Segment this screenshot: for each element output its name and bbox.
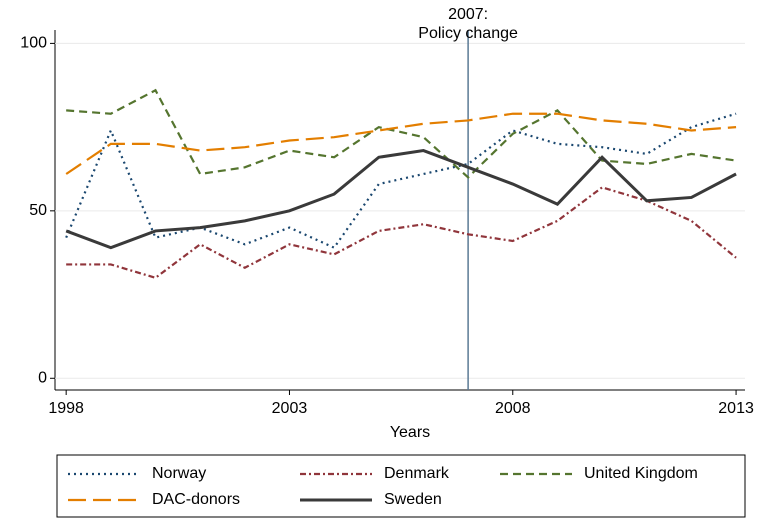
series-line: [66, 186, 737, 280]
legend-label: Sweden: [384, 491, 442, 508]
legend-label: DAC-donors: [152, 491, 240, 508]
series-line: [65, 112, 737, 250]
legend-label: Denmark: [384, 465, 450, 482]
annotation: 2007:: [448, 6, 488, 23]
x-tick-label: 2008: [495, 400, 531, 417]
x-tick-label: 1998: [48, 400, 84, 417]
legend-label: United Kingdom: [584, 465, 698, 482]
x-tick-label: 2013: [718, 400, 754, 417]
y-tick-label: 50: [29, 202, 47, 219]
series-line: [65, 149, 737, 250]
x-tick-label: 2003: [272, 400, 308, 417]
legend-box: [56, 454, 746, 518]
x-axis-label: Years: [390, 424, 430, 441]
y-tick-label: 100: [20, 35, 47, 52]
legend-label: Norway: [152, 465, 206, 482]
y-tick-label: 0: [38, 369, 47, 386]
series-line: [66, 88, 737, 179]
annotation: Policy change: [418, 25, 518, 42]
